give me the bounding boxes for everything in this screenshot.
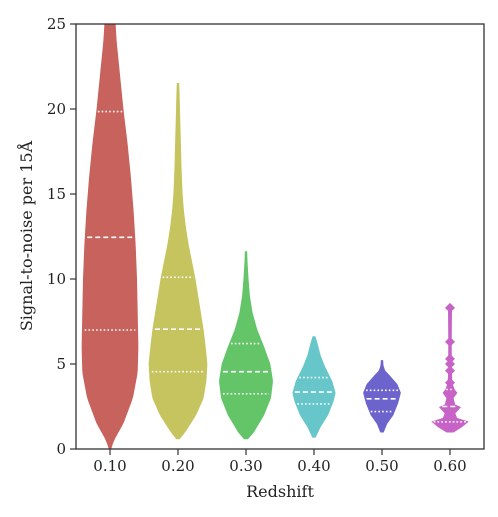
violins-group: [81, 23, 469, 450]
y-axis-label: Signal-to-noise per 15Å: [16, 140, 36, 331]
violin-body: [219, 251, 273, 440]
y-tick-label: 10: [47, 270, 66, 288]
violin-1: [81, 23, 139, 450]
x-tick-label: 0.40: [297, 457, 330, 475]
x-tick-label: 0.20: [161, 457, 194, 475]
x-axis-label: Redshift: [246, 482, 314, 501]
x-tick-label: 0.50: [365, 457, 398, 475]
violin-body: [148, 83, 208, 440]
outlier-point: [445, 359, 455, 369]
violin-3: [219, 251, 273, 440]
x-tick-label: 0.30: [229, 457, 262, 475]
y-ticks: 0 5 10 15 20 25: [47, 15, 76, 458]
y-tick-label: 20: [47, 100, 66, 118]
outlier-point: [445, 302, 455, 313]
violin-5: [363, 360, 401, 433]
outlier-point: [445, 365, 455, 376]
y-tick-label: 25: [47, 15, 66, 33]
outlier-point: [445, 336, 455, 347]
y-tick-label: 15: [47, 185, 66, 203]
x-ticks: 0.10 0.20 0.30 0.40 0.50 0.60: [93, 449, 467, 475]
violin-body: [363, 360, 401, 433]
x-tick-label: 0.60: [433, 457, 466, 475]
axes-group: [75, 23, 485, 450]
violin-6: [431, 302, 469, 433]
outlier-point: [445, 377, 455, 388]
y-tick-label: 0: [56, 440, 66, 458]
violin-2: [148, 83, 208, 440]
violin-4: [292, 336, 336, 438]
violin-body: [292, 336, 336, 438]
outlier-point: [445, 353, 455, 364]
violin-body: [81, 23, 139, 450]
y-tick-label: 5: [56, 355, 66, 373]
x-tick-label: 0.10: [93, 457, 126, 475]
plot-frame: [75, 23, 485, 450]
